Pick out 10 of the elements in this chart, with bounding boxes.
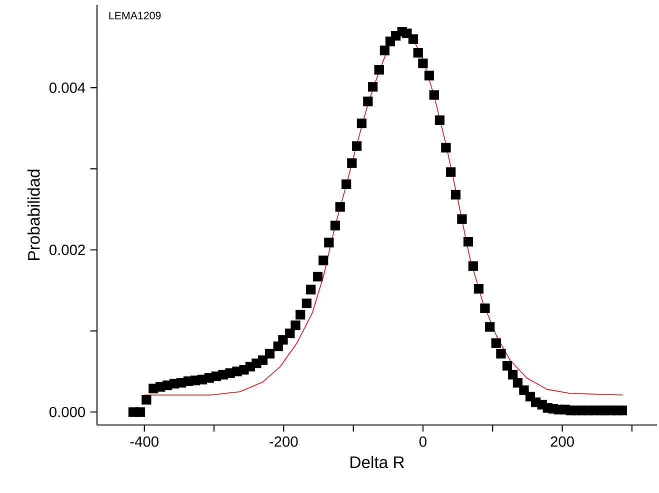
x-axis-title: Delta R [350,456,404,468]
x-tick-label: 0 [419,436,426,447]
y-tick-label: 0.004 [49,82,86,93]
y-axis-title: Probabilidad [28,170,40,260]
x-tick-label: -200 [270,436,298,447]
x-tick-label: -400 [130,436,158,447]
annotation: LEMA1209 [109,12,161,20]
y-tick-label: 0.000 [49,406,86,418]
x-tick-label: 200 [550,436,574,447]
y-tick-label: 0.002 [49,244,85,256]
